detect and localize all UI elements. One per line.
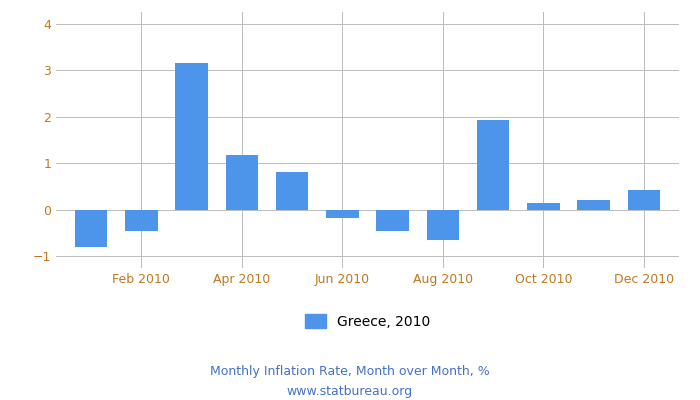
Bar <box>377 210 409 231</box>
Bar <box>527 203 560 210</box>
Bar <box>276 172 309 210</box>
Bar <box>578 200 610 210</box>
Bar <box>326 210 358 218</box>
Bar <box>75 210 108 247</box>
Bar <box>125 210 158 231</box>
Text: www.statbureau.org: www.statbureau.org <box>287 386 413 398</box>
Bar <box>426 210 459 240</box>
Bar <box>225 155 258 210</box>
Bar <box>627 190 660 210</box>
Text: Monthly Inflation Rate, Month over Month, %: Monthly Inflation Rate, Month over Month… <box>210 366 490 378</box>
Bar <box>477 120 510 210</box>
Legend: Greece, 2010: Greece, 2010 <box>300 308 435 334</box>
Bar <box>175 63 208 210</box>
